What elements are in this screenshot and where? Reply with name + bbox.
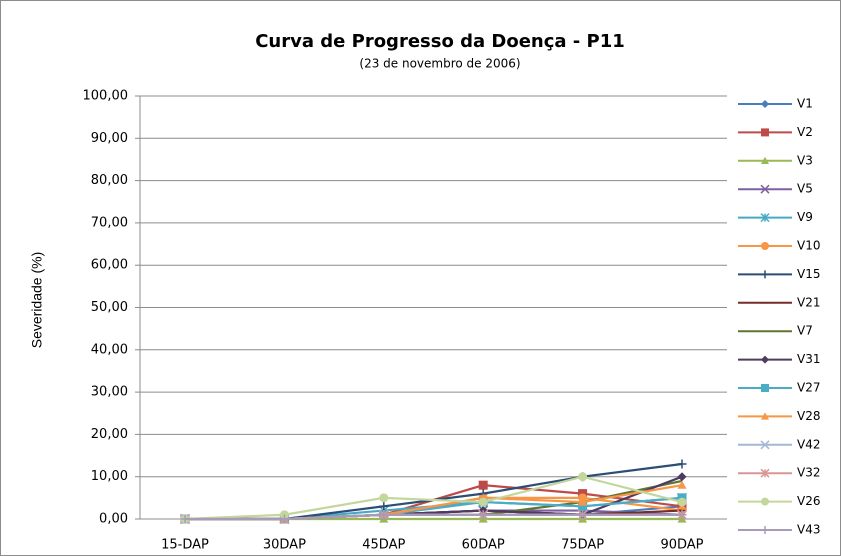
y-tick-label: 100,00 [83,89,129,104]
marker [578,501,588,511]
legend-label: V42 [797,437,820,451]
x-tick-label: 75DAP [561,538,604,553]
marker [761,497,769,506]
marker [379,493,389,503]
marker [677,510,687,520]
marker [761,156,769,164]
marker [761,526,769,534]
marker [180,514,190,524]
marker [677,497,687,507]
y-tick-label: 50,00 [91,300,128,315]
chart-subtitle: (23 de novembro de 2006) [359,57,520,71]
legend-label: V3 [797,153,813,167]
legend-label: V26 [797,494,820,508]
legend-label: V5 [797,182,813,196]
marker [578,497,588,506]
series-line [184,475,683,521]
marker [578,510,588,520]
y-tick-label: 60,00 [91,258,128,273]
marker [578,472,588,482]
y-tick-label: 10,00 [91,469,128,484]
marker [761,242,769,250]
legend-label: V21 [797,295,820,309]
marker [478,510,488,520]
legend-label: V9 [797,210,813,224]
y-tick-label: 70,00 [91,215,128,230]
y-tick-label: 90,00 [91,131,128,146]
marker [279,514,289,524]
marker [379,501,389,511]
marker [760,440,770,450]
marker [677,480,687,489]
marker [478,480,488,490]
legend-label: V10 [797,239,820,253]
marker [677,459,687,469]
x-tick-label: 45DAP [362,538,405,553]
marker [677,472,687,482]
legend-label: V7 [797,324,813,338]
y-tick-label: 80,00 [91,173,128,188]
y-tick-label: 30,00 [91,385,128,400]
marker [761,270,769,279]
x-tick-label: 30DAP [263,538,306,553]
legend-label: V31 [797,352,820,366]
x-tick-label: 15-DAP [161,538,209,553]
y-tick-label: 40,00 [91,342,128,357]
series-line [185,513,682,521]
marker [761,128,769,137]
chart-title: Curva de Progresso da Doença - P11 [255,31,625,52]
marker [478,497,488,507]
legend-label: V28 [797,409,820,423]
y-tick-label: 0,00 [99,512,128,527]
legend-label: V43 [797,523,820,537]
y-tick-label: 20,00 [91,427,128,442]
marker [761,355,769,364]
legend-label: V32 [797,466,820,480]
legend-label: V2 [797,125,813,139]
y-axis-label: Severidade (%) [29,252,45,349]
x-tick-label: 60DAP [462,538,505,553]
marker [379,510,389,520]
marker [760,213,770,223]
marker [761,100,769,108]
marker [760,184,770,194]
marker [760,468,770,478]
legend-label: V15 [797,267,820,281]
marker [761,384,769,392]
x-tick-label: 90DAP [660,538,703,553]
legend-label: V1 [797,97,813,111]
marker [761,412,769,420]
legend-label: V27 [797,381,820,395]
